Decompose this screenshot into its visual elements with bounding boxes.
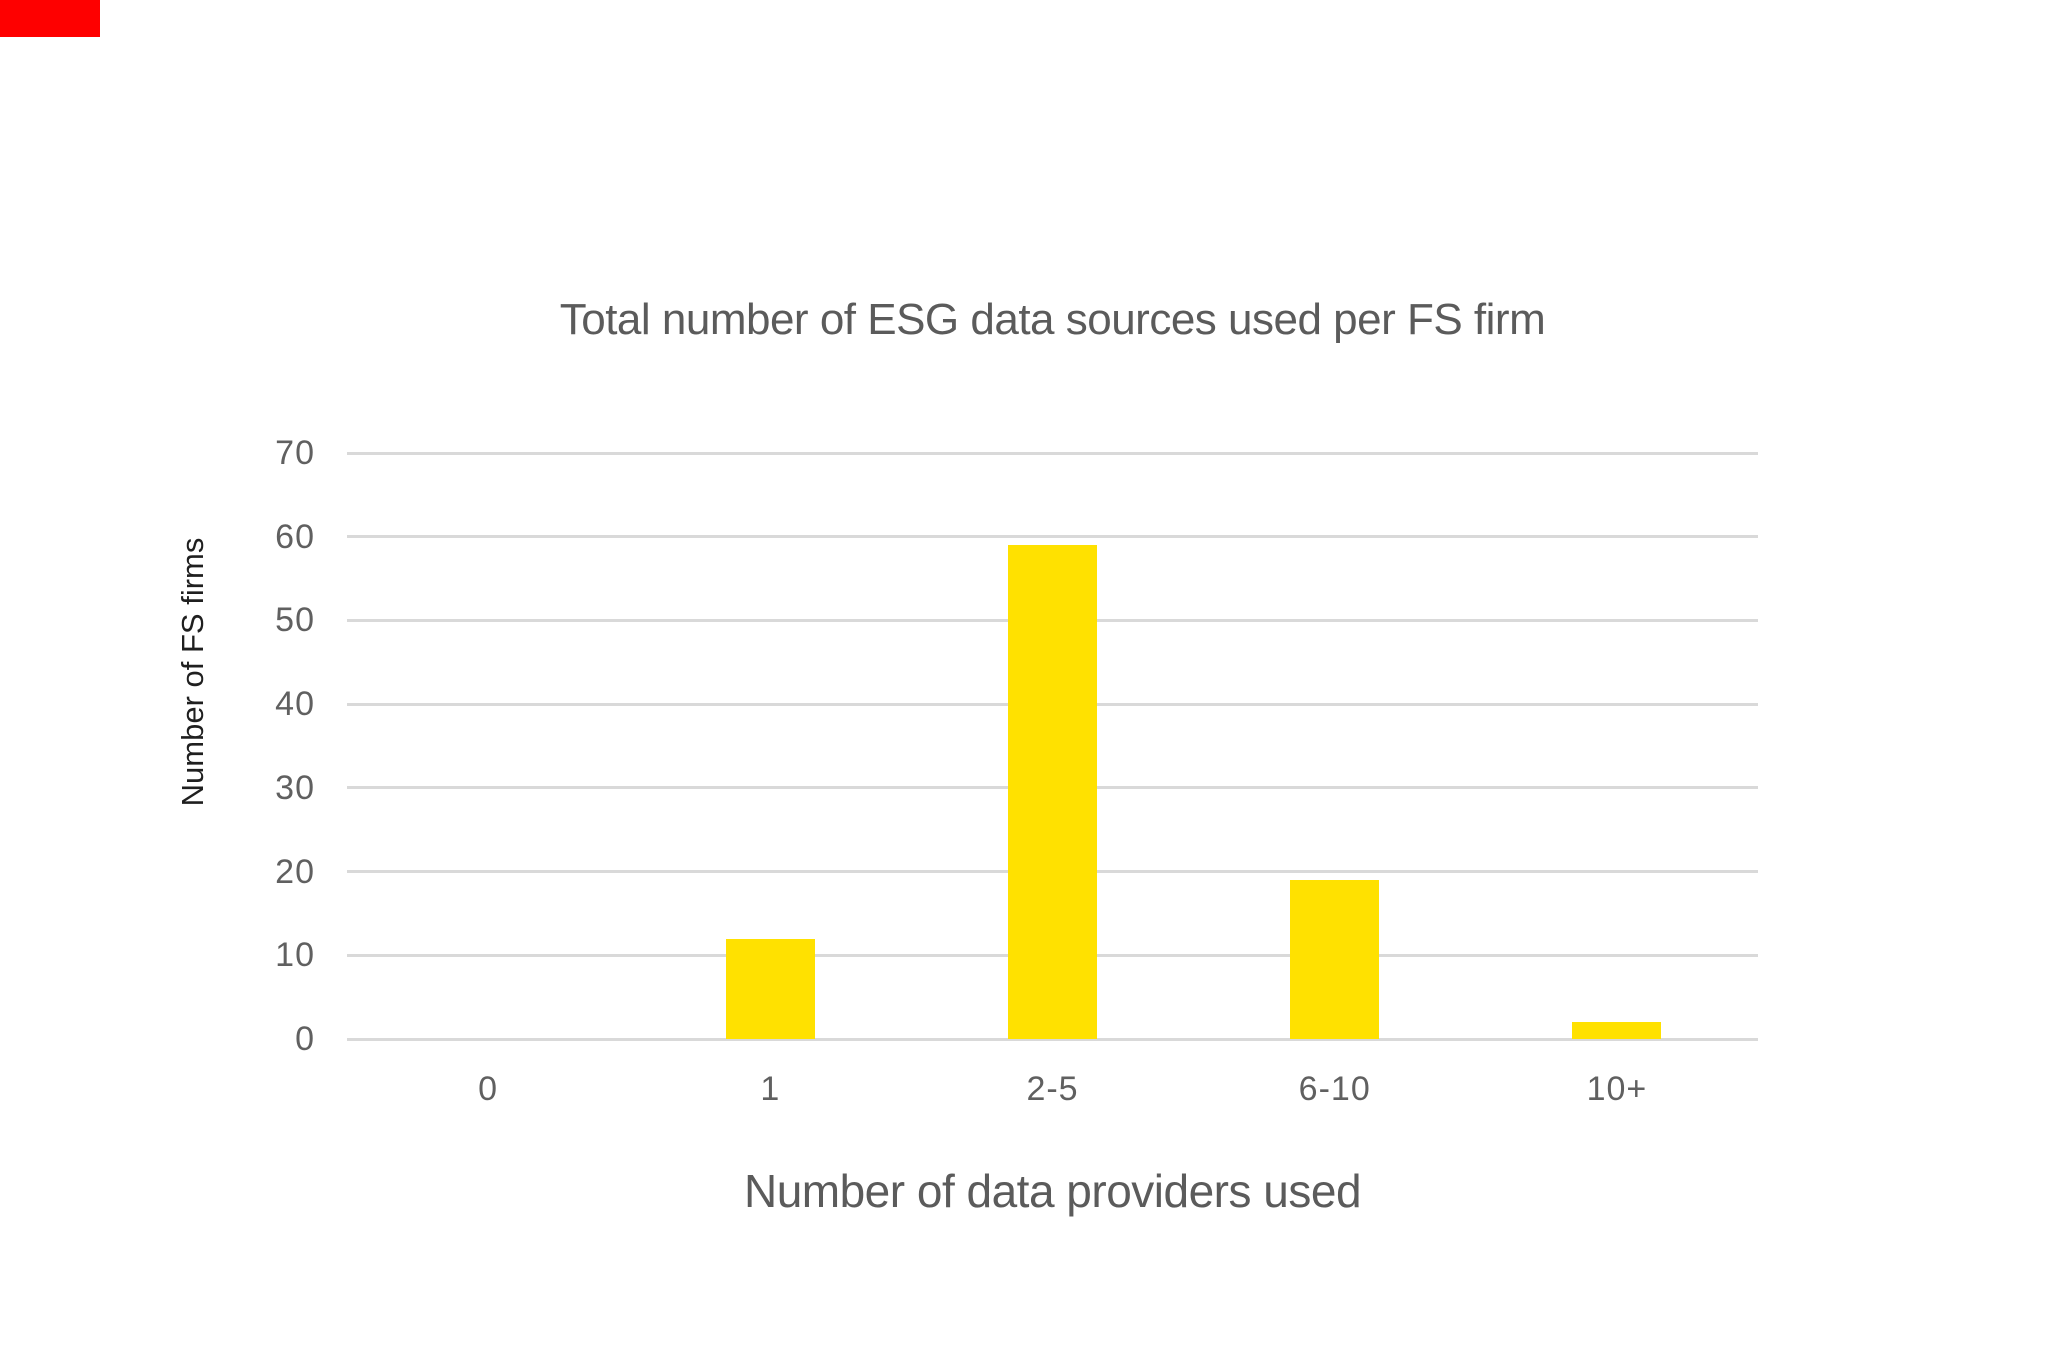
- y-tick-label-0: 0: [295, 1020, 315, 1058]
- y-tick-label-60: 60: [275, 517, 315, 556]
- bar-1: [725, 938, 815, 1039]
- bar-10+: [1572, 1022, 1662, 1039]
- gridline-60: [347, 535, 1758, 539]
- red-corner-marker: [0, 0, 100, 37]
- gridline-0: [347, 1037, 1758, 1041]
- x-tick-label-1: 1: [760, 1070, 781, 1108]
- x-axis-title: Number of data providers used: [743, 1165, 1362, 1217]
- y-tick-label-50: 50: [275, 601, 315, 640]
- x-tick-labels: 0 1 2-5 6-10 10+: [347, 1067, 1758, 1111]
- y-tick-label-30: 30: [275, 768, 315, 807]
- gridline-70: [347, 451, 1758, 455]
- y-tick-labels: 70 60 50 40 30 20 10 0: [0, 434, 315, 1058]
- x-tick-label-10+: 10+: [1586, 1070, 1648, 1108]
- y-tick-label-70: 70: [275, 434, 315, 472]
- plot-area: [347, 451, 1758, 1041]
- chart-title: Total number of ESG data sources used pe…: [559, 295, 1546, 344]
- bar-2-5: [1008, 545, 1097, 1039]
- y-tick-label-40: 40: [275, 685, 315, 724]
- bar-6-10: [1290, 879, 1380, 1039]
- y-tick-label-10: 10: [275, 936, 315, 975]
- x-tick-label-2-5: 2-5: [1026, 1070, 1079, 1108]
- x-tick-label-6-10: 6-10: [1298, 1070, 1371, 1108]
- x-tick-label-0: 0: [478, 1070, 499, 1108]
- y-tick-label-20: 20: [275, 852, 315, 891]
